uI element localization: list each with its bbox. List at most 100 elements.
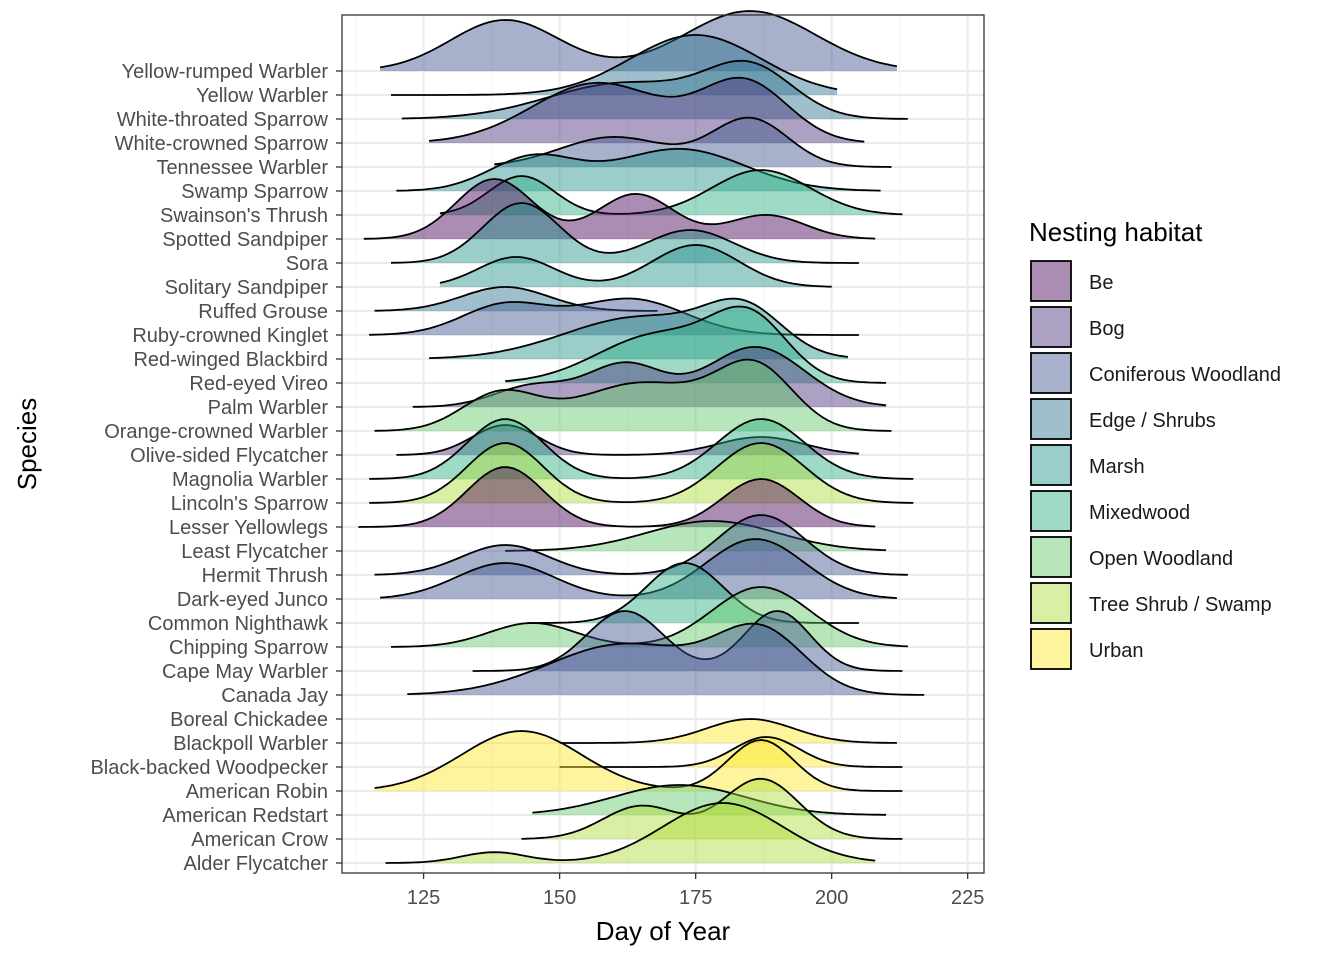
y-tick-label: Palm Warbler (208, 397, 329, 419)
legend-item: Urban (1030, 628, 1143, 670)
y-tick-label: American Robin (186, 781, 328, 803)
ridge-fill (380, 539, 897, 599)
y-tick-label: Lincoln's Sparrow (171, 493, 329, 515)
ridge-canada-jay (407, 622, 925, 696)
ridge-outline (439, 244, 832, 288)
ridge-alder-flycatcher (385, 802, 876, 864)
ridge-outline (369, 297, 859, 336)
ridge-outline (396, 148, 881, 192)
ridge-fill (374, 359, 892, 431)
ridge-outline (385, 802, 876, 864)
ridge-least-flycatcher (505, 520, 887, 552)
y-tick-label: Blackpoll Warbler (173, 733, 328, 755)
y-tick-label: Canada Jay (221, 685, 328, 707)
ridge-outline (374, 286, 658, 312)
y-tick-label: White-throated Sparrow (117, 109, 329, 131)
ridge-fill (412, 346, 887, 407)
ridge-red-winged-blackbird (429, 297, 849, 359)
ridge-outline (363, 178, 876, 240)
ridge-fill (494, 117, 892, 167)
ridge-hermit-thrush (374, 514, 908, 576)
ridge-outline (472, 610, 903, 672)
ridge-outline (358, 466, 876, 528)
y-tick-label: Magnolia Warbler (172, 469, 328, 491)
ridge-fill (429, 77, 865, 143)
ridge-spotted-sandpiper (363, 178, 876, 240)
ridge-outline (401, 59, 908, 120)
ridge-fill (505, 521, 887, 551)
ridge-palm-warbler (412, 345, 887, 408)
ridge-fill (559, 719, 897, 743)
y-tick-label: Olive-sided Flycatcher (130, 445, 328, 467)
ridge-american-crow (521, 777, 903, 840)
y-tick-label: Swainson's Thrush (160, 205, 328, 227)
legend-key-background (1030, 582, 1072, 624)
y-tick-label: American Crow (191, 829, 328, 851)
legend-key-background (1030, 260, 1072, 302)
legend-swatch (1030, 260, 1072, 302)
legend-item: Marsh (1030, 444, 1145, 486)
y-tick-label: Cape May Warbler (162, 661, 328, 683)
legend-swatch (1030, 582, 1072, 624)
ridge-ruffed-grouse (374, 286, 658, 312)
ridge-white-crowned-sparrow (429, 76, 865, 143)
ridge-fill (391, 587, 908, 647)
legend-swatch (1030, 306, 1072, 348)
ridge-white-throated-sparrow (401, 59, 908, 120)
legend-item: Edge / Shrubs (1030, 398, 1216, 440)
legend-swatch (1030, 628, 1072, 670)
ridge-fill (532, 785, 887, 815)
y-tick-label: White-crowned Sparrow (115, 133, 329, 155)
ridge-american-robin (374, 730, 903, 792)
ridge-lincoln-s-sparrow (369, 442, 914, 504)
y-tick-label: Ruby-crowned Kinglet (132, 325, 328, 347)
ridge-common-nighthawk (527, 562, 859, 624)
y-tick-label: Solitary Sandpiper (165, 277, 329, 299)
ridge-outline (407, 622, 925, 696)
ridge-fill (374, 287, 658, 311)
legend-key-background (1030, 444, 1072, 486)
legend-item: Coniferous Woodland (1030, 352, 1281, 394)
ridge-fill (472, 611, 903, 671)
ridge-ruby-crowned-kinglet (369, 297, 859, 336)
legend-label: Bog (1089, 318, 1125, 340)
ridge-blackpoll-warbler (559, 718, 897, 744)
ridge-outline (429, 297, 849, 359)
ridge-cape-may-warbler (472, 610, 903, 672)
ridge-outline (505, 520, 887, 552)
ridge-tennessee-warbler (494, 116, 892, 168)
ridge-fill (396, 148, 881, 191)
legend-swatch (1030, 490, 1072, 532)
ridge-outline (559, 736, 903, 768)
legend-label: Be (1089, 272, 1113, 294)
ridge-black-backed-woodpecker (559, 736, 903, 768)
y-tick-label: Yellow Warbler (196, 85, 328, 107)
legend-key-background (1030, 536, 1072, 578)
ridge-fill (439, 170, 903, 215)
legend-key-background (1030, 490, 1072, 532)
ridge-fill (358, 467, 876, 527)
ridge-fill (401, 60, 908, 119)
legend-item: Bog (1030, 306, 1125, 348)
y-tick-label: Sora (286, 253, 329, 275)
ridge-outline (494, 116, 892, 168)
y-tick-label: Lesser Yellowlegs (169, 517, 328, 539)
ridge-red-eyed-vireo (505, 305, 887, 384)
legend-label: Tree Shrub / Swamp (1089, 594, 1272, 616)
ridge-outline (527, 562, 859, 624)
legend-item: Mixedwood (1030, 490, 1190, 532)
y-tick-label: Tennessee Warbler (156, 157, 328, 179)
y-tick-label: Chipping Sparrow (169, 637, 329, 659)
ridge-sora (390, 202, 859, 264)
ridge-outline (412, 345, 887, 408)
legend-swatch (1030, 352, 1072, 394)
legend-label: Coniferous Woodland (1089, 364, 1281, 386)
x-axis: 125 150 175 200 225 (407, 873, 984, 909)
ridge-outline (369, 418, 914, 480)
y-tick-label: Common Nighthawk (148, 613, 329, 635)
ridge-fill (521, 778, 903, 839)
ridge-american-redstart (532, 784, 887, 816)
y-tick-label: Swamp Sparrow (181, 181, 328, 203)
ridge-outline (374, 514, 908, 576)
